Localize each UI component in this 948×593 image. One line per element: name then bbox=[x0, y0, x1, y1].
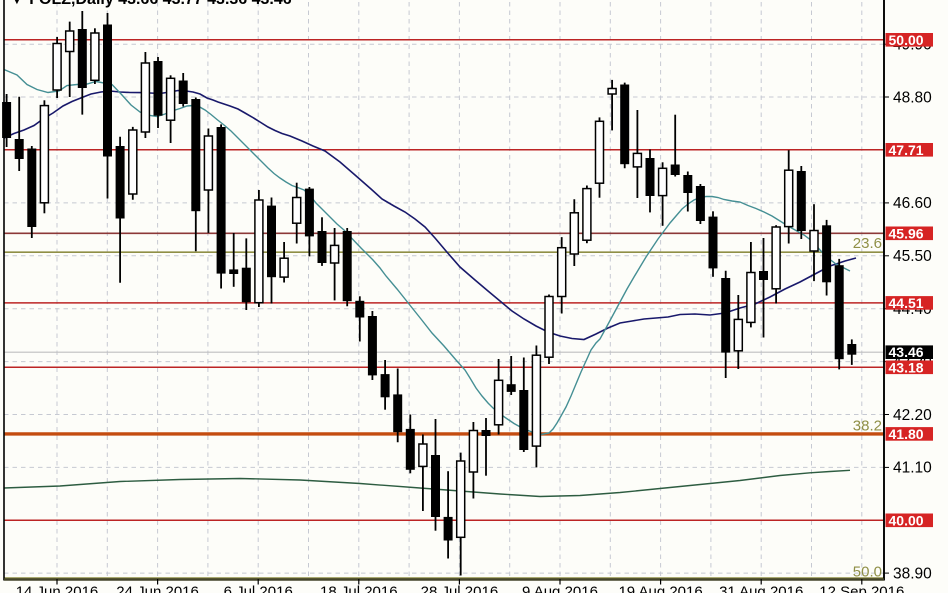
svg-text:50.0: 50.0 bbox=[853, 564, 882, 581]
svg-text:47.71: 47.71 bbox=[889, 142, 924, 158]
svg-text:38.2: 38.2 bbox=[853, 418, 882, 435]
svg-text:45.50: 45.50 bbox=[893, 248, 932, 265]
svg-text:44.51: 44.51 bbox=[889, 295, 924, 311]
svg-text:19 Aug 2016: 19 Aug 2016 bbox=[618, 583, 702, 593]
svg-text:9 Aug 2016: 9 Aug 2016 bbox=[522, 583, 598, 593]
svg-text:31 Aug 2016: 31 Aug 2016 bbox=[719, 583, 803, 593]
svg-text:18 Jul 2016: 18 Jul 2016 bbox=[320, 583, 398, 593]
svg-text:41.10: 41.10 bbox=[893, 460, 932, 477]
svg-text:41.80: 41.80 bbox=[889, 426, 924, 442]
svg-text:46.60: 46.60 bbox=[893, 195, 932, 212]
svg-text:24 Jun 2016: 24 Jun 2016 bbox=[116, 583, 199, 593]
svg-text:42.20: 42.20 bbox=[893, 407, 932, 424]
svg-text:45.96: 45.96 bbox=[889, 225, 924, 241]
svg-text:50.00: 50.00 bbox=[889, 32, 924, 48]
svg-text:28 Jul 2016: 28 Jul 2016 bbox=[421, 583, 499, 593]
svg-text:23.6: 23.6 bbox=[853, 235, 882, 252]
svg-text:12 Sep 2016: 12 Sep 2016 bbox=[819, 583, 904, 593]
svg-text:48.80: 48.80 bbox=[893, 89, 932, 106]
svg-text:40.00: 40.00 bbox=[889, 512, 924, 528]
svg-text:43.18: 43.18 bbox=[889, 359, 924, 375]
svg-text:43.46: 43.46 bbox=[889, 344, 924, 360]
svg-text:6 Jul 2016: 6 Jul 2016 bbox=[224, 583, 293, 593]
svg-text:▼ FOLZ,Daily 43.66 43.77 43.3: ▼ FOLZ,Daily 43.66 43.77 43.36 43.46 bbox=[9, 0, 292, 8]
svg-text:14 Jun 2016: 14 Jun 2016 bbox=[16, 583, 99, 593]
svg-text:38.90: 38.90 bbox=[893, 565, 932, 582]
